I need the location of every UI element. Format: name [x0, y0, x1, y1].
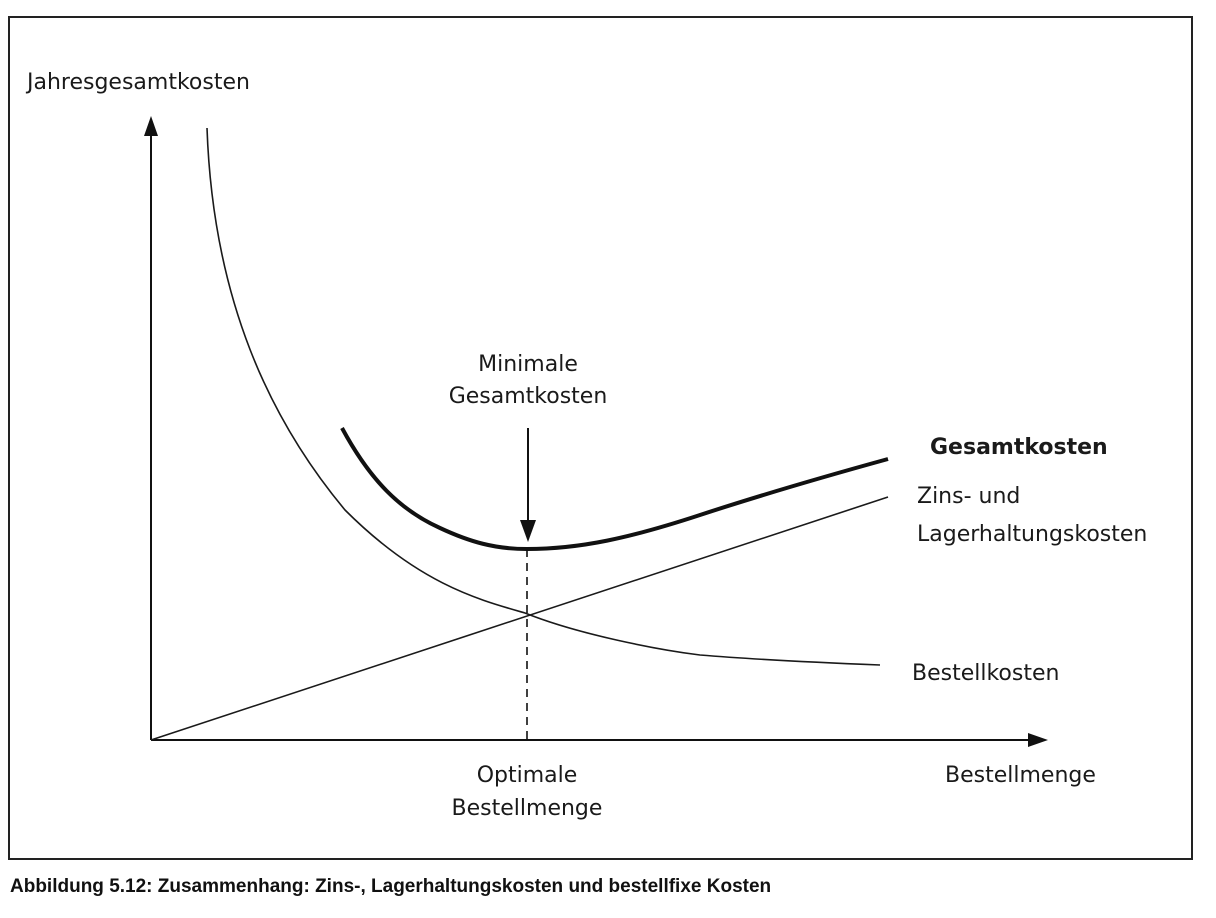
x-axis-label: Bestellmenge	[945, 763, 1096, 788]
minimum-label-line2: Gesamtkosten	[448, 384, 608, 409]
y-axis-arrowhead	[144, 116, 158, 136]
ordering-cost-curve	[206, 127, 881, 666]
y-axis-label: Jahresgesamtkosten	[27, 70, 250, 95]
optimum-label-line2: Bestellmenge	[451, 796, 603, 821]
minimum-label-line1: Minimale	[478, 352, 578, 377]
total-cost-curve	[340, 427, 889, 552]
holding-cost-line	[150, 496, 889, 741]
x-axis-arrowhead	[1028, 733, 1048, 747]
minimum-arrowhead	[520, 520, 536, 542]
series-label-holding-line1: Zins- und	[917, 484, 1021, 509]
series-label-total-cost: Gesamtkosten	[930, 435, 1108, 460]
optimum-label-line1: Optimale	[476, 763, 578, 788]
series-label-ordering-cost: Bestellkosten	[912, 661, 1060, 686]
figure-caption: Abbildung 5.12: Zusammenhang: Zins-, Lag…	[10, 876, 772, 897]
series-label-holding-line2: Lagerhaltungskosten	[917, 522, 1148, 547]
figure-frame	[8, 16, 1193, 860]
